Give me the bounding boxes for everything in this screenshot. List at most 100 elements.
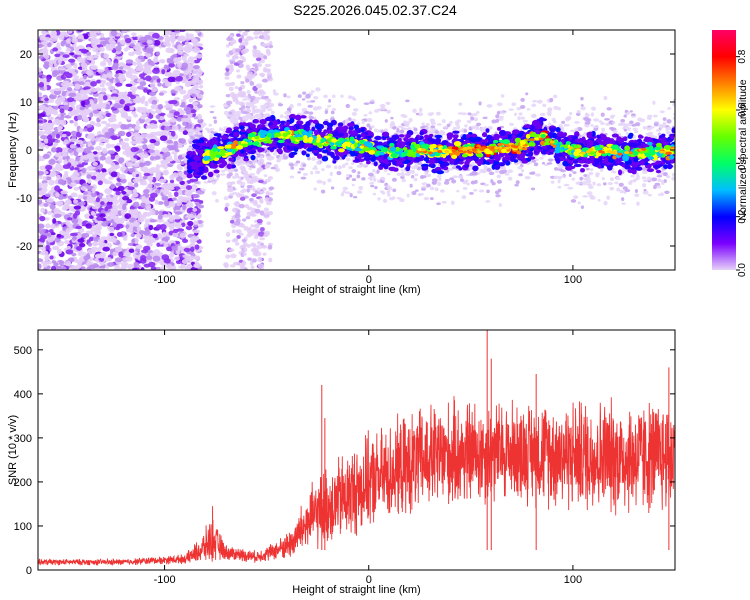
noise-cell [148, 149, 156, 154]
haze-cell [530, 187, 536, 191]
noise-cell [174, 96, 181, 101]
haze-cell [582, 195, 589, 198]
noise-cell [157, 214, 163, 220]
noise-cell [176, 163, 182, 170]
haze-cell [420, 126, 425, 129]
noise-cell [229, 219, 235, 224]
noise-cell [170, 145, 179, 151]
haze-cell [634, 189, 638, 194]
noise-cell [40, 207, 46, 213]
noise-cell [38, 81, 45, 88]
haze-cell [592, 125, 599, 129]
haze-cell [457, 112, 464, 115]
haze-cell [436, 123, 442, 126]
noise-cell [235, 48, 241, 53]
noise-cell [231, 56, 237, 60]
haze-cell [471, 125, 476, 130]
haze-cell [436, 202, 441, 206]
noise-cell [91, 246, 98, 251]
noise-cell [123, 47, 129, 52]
noise-cell [182, 121, 187, 126]
haze-cell [595, 172, 600, 176]
haze-cell [488, 171, 495, 176]
noise-cell [125, 131, 132, 137]
noise-cell [172, 232, 180, 238]
noise-cell [236, 69, 240, 73]
noise-cell [122, 95, 128, 101]
noise-cell [158, 178, 167, 183]
noise-cell [174, 211, 183, 215]
noise-cell [120, 209, 125, 215]
noise-cell [171, 245, 179, 251]
noise-cell [50, 232, 56, 236]
noise-cell [62, 133, 67, 138]
noise-cell [45, 164, 53, 171]
haze-cell [637, 117, 643, 122]
haze-cell [188, 140, 193, 145]
haze-cell [452, 126, 457, 132]
haze-cell [642, 179, 648, 183]
noise-cell [154, 149, 160, 153]
noise-cell [41, 250, 49, 256]
noise-cell [111, 65, 119, 70]
noise-cell [261, 245, 266, 249]
noise-cell [107, 262, 115, 267]
noise-cell [161, 147, 169, 153]
haze-cell [583, 117, 590, 122]
noise-cell [141, 95, 146, 101]
noise-cell [125, 83, 133, 87]
noise-cell [67, 217, 73, 221]
haze-cell [449, 120, 453, 124]
haze-cell [662, 121, 667, 126]
noise-cell [179, 232, 186, 239]
noise-cell [229, 82, 235, 87]
noise-cell [45, 245, 50, 251]
noise-cell [120, 140, 125, 146]
noise-cell [83, 147, 91, 154]
haze-cell [192, 130, 197, 133]
haze-cell [443, 180, 450, 185]
noise-cell [107, 85, 116, 91]
noise-cell [64, 203, 70, 208]
haze-cell [547, 158, 554, 162]
noise-cell [263, 207, 270, 212]
noise-cell [125, 221, 132, 225]
haze-cell [302, 172, 309, 176]
noise-cell [51, 31, 57, 38]
noise-cell [186, 213, 192, 218]
noise-cell [48, 95, 55, 99]
haze-cell [392, 188, 397, 193]
haze-cell [496, 174, 502, 179]
noise-cell [99, 37, 107, 41]
noise-cell [257, 256, 263, 263]
haze-cell [529, 172, 533, 175]
noise-cell [139, 257, 147, 264]
haze-cell [651, 177, 658, 182]
haze-cell [479, 127, 486, 131]
haze-cell [377, 197, 381, 201]
haze-cell [387, 172, 391, 176]
noise-cell [139, 182, 148, 186]
haze-cell [251, 105, 258, 109]
noise-cell [102, 95, 108, 101]
haze-cell [439, 130, 445, 134]
haze-cell [607, 181, 613, 186]
haze-cell [586, 191, 593, 196]
haze-cell [553, 175, 559, 180]
haze-cell [349, 193, 353, 198]
haze-cell [659, 110, 665, 114]
noise-cell [185, 93, 191, 99]
haze-cell [457, 175, 464, 179]
haze-cell [459, 178, 464, 182]
haze-cell [618, 182, 624, 187]
haze-cell [212, 116, 217, 120]
haze-cell [273, 152, 277, 156]
haze-cell [568, 173, 572, 177]
haze-cell [379, 190, 384, 193]
haze-cell [581, 181, 587, 186]
haze-cell [351, 178, 357, 182]
noise-cell [51, 37, 58, 42]
noise-cell [64, 260, 71, 267]
noise-cell [267, 76, 274, 82]
noise-cell [123, 137, 130, 142]
